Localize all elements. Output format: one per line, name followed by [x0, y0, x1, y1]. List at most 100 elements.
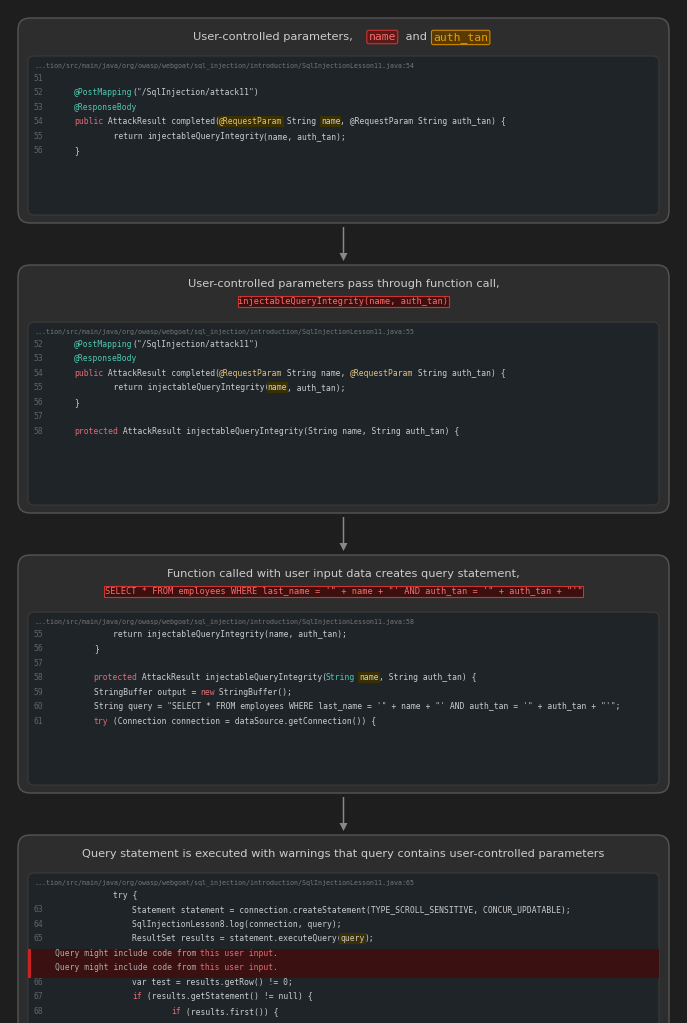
Text: query: query [340, 934, 365, 943]
Text: 52: 52 [33, 88, 43, 97]
Text: 61: 61 [33, 717, 43, 726]
Text: (results.first()) {: (results.first()) { [181, 1007, 278, 1016]
Text: 56: 56 [33, 644, 43, 654]
FancyBboxPatch shape [28, 873, 659, 1023]
Text: AttackResult injectableQueryIntegrity(String name, String auth_tan) {: AttackResult injectableQueryIntegrity(St… [118, 427, 459, 436]
Text: 58: 58 [33, 673, 43, 682]
FancyBboxPatch shape [28, 948, 31, 964]
Text: return: return [93, 132, 147, 141]
Text: this user input: this user input [200, 948, 273, 958]
Text: 53: 53 [33, 102, 43, 112]
Text: 51: 51 [33, 74, 43, 83]
Text: 58: 58 [33, 427, 43, 436]
Text: @RequestParam: @RequestParam [219, 118, 283, 126]
FancyArrow shape [339, 227, 348, 261]
Text: @PostMapping: @PostMapping [74, 88, 133, 97]
Text: 60: 60 [33, 703, 43, 711]
Text: if: if [133, 992, 142, 1002]
FancyArrow shape [339, 797, 348, 831]
Text: 55: 55 [33, 630, 43, 638]
Text: name: name [321, 118, 340, 126]
Text: AttackResult completed(: AttackResult completed( [103, 118, 221, 126]
Text: @RequestParam: @RequestParam [350, 369, 413, 377]
Text: ResultSet results = statement.executeQuery(: ResultSet results = statement.executeQue… [133, 934, 342, 943]
Text: 59: 59 [33, 687, 43, 697]
Text: 68: 68 [33, 1007, 43, 1016]
Text: injectableQueryIntegrity(name, auth_tan): injectableQueryIntegrity(name, auth_tan) [238, 297, 449, 306]
Text: 52: 52 [33, 340, 43, 349]
Text: name: name [268, 384, 287, 393]
Text: @ResponseBody: @ResponseBody [74, 102, 137, 112]
Text: SELECT * FROM employees WHERE last_name = '" + name + "' AND auth_tan = '" + aut: SELECT * FROM employees WHERE last_name … [104, 587, 583, 596]
Text: , String auth_tan) {: , String auth_tan) { [379, 673, 476, 682]
Text: 55: 55 [33, 132, 43, 141]
Text: StringBuffer output =: StringBuffer output = [93, 687, 201, 697]
Text: try {: try { [113, 891, 137, 899]
Text: @RequestParam: @RequestParam [219, 369, 283, 377]
Text: String: String [282, 118, 321, 126]
Text: ...tion/src/main/java/org/owasp/webgoat/sql_injection/introduction/SqlInjectionL: ...tion/src/main/java/org/owasp/webgoat/… [34, 618, 414, 625]
Text: 55: 55 [33, 384, 43, 393]
Text: var test = results.getRow() != 0;: var test = results.getRow() != 0; [133, 978, 293, 986]
Text: try: try [93, 717, 109, 726]
Text: User-controlled parameters pass through function call,: User-controlled parameters pass through … [188, 279, 499, 290]
Text: and: and [402, 32, 431, 42]
Text: User-controlled parameters,: User-controlled parameters, [193, 32, 357, 42]
FancyBboxPatch shape [18, 18, 669, 223]
Text: 57: 57 [33, 412, 43, 421]
Text: 63: 63 [33, 905, 43, 915]
Text: , @RequestParam String auth_tan) {: , @RequestParam String auth_tan) { [340, 118, 506, 126]
Text: (Connection connection = dataSource.getConnection()) {: (Connection connection = dataSource.getC… [108, 717, 376, 726]
Text: AttackResult completed(: AttackResult completed( [103, 369, 221, 377]
Text: .: . [273, 964, 278, 972]
Text: this user input: this user input [200, 964, 273, 972]
Text: }: } [74, 398, 79, 407]
Text: public: public [74, 369, 104, 377]
Text: 65: 65 [33, 934, 43, 943]
Text: Query might include code from: Query might include code from [55, 948, 201, 958]
Text: , auth_tan);: , auth_tan); [287, 384, 346, 393]
Text: ...tion/src/main/java/org/owasp/webgoat/sql_injection/introduction/SqlInjectionL: ...tion/src/main/java/org/owasp/webgoat/… [34, 879, 414, 886]
Text: @ResponseBody: @ResponseBody [74, 354, 137, 363]
Text: 53: 53 [33, 354, 43, 363]
FancyBboxPatch shape [28, 56, 659, 215]
Text: 64: 64 [33, 920, 43, 929]
Text: injectableQueryIntegrity: injectableQueryIntegrity [147, 132, 264, 141]
Text: 57: 57 [33, 659, 43, 668]
FancyBboxPatch shape [18, 265, 669, 513]
Text: return injectableQueryIntegrity(name, auth_tan);: return injectableQueryIntegrity(name, au… [113, 630, 347, 638]
Text: 56: 56 [33, 398, 43, 407]
FancyBboxPatch shape [18, 555, 669, 793]
FancyArrow shape [339, 517, 348, 551]
Text: public: public [74, 118, 104, 126]
Text: auth_tan: auth_tan [433, 32, 488, 43]
Text: Query might include code from: Query might include code from [55, 964, 201, 972]
FancyBboxPatch shape [28, 322, 659, 505]
Text: }: } [74, 146, 79, 155]
Text: Statement statement = connection.createStatement(TYPE_SCROLL_SENSITIVE, CONCUR_U: Statement statement = connection.createS… [133, 905, 571, 915]
Text: ...tion/src/main/java/org/owasp/webgoat/sql_injection/introduction/SqlInjectionL: ...tion/src/main/java/org/owasp/webgoat/… [34, 328, 414, 335]
FancyBboxPatch shape [28, 612, 659, 785]
Text: 54: 54 [33, 118, 43, 126]
FancyBboxPatch shape [28, 964, 659, 978]
Text: 54: 54 [33, 369, 43, 377]
Text: if: if [171, 1007, 181, 1016]
Text: 66: 66 [33, 978, 43, 986]
Text: String: String [326, 673, 355, 682]
Text: 67: 67 [33, 992, 43, 1002]
Text: ...tion/src/main/java/org/owasp/webgoat/sql_injection/introduction/SqlInjectionL: ...tion/src/main/java/org/owasp/webgoat/… [34, 62, 414, 69]
Text: (results.getStatement() != null) {: (results.getStatement() != null) { [142, 992, 313, 1002]
Text: SqlInjectionLesson8.log(connection, query);: SqlInjectionLesson8.log(connection, quer… [133, 920, 342, 929]
Text: protected: protected [74, 427, 118, 436]
Text: String name,: String name, [282, 369, 350, 377]
Text: }: } [93, 644, 98, 654]
Text: name: name [368, 32, 396, 42]
Text: protected: protected [93, 673, 137, 682]
Text: String auth_tan) {: String auth_tan) { [413, 369, 506, 377]
Text: );: ); [364, 934, 374, 943]
Text: name: name [359, 673, 379, 682]
Text: Function called with user input data creates query statement,: Function called with user input data cre… [167, 569, 520, 579]
Text: AttackResult injectableQueryIntegrity(: AttackResult injectableQueryIntegrity( [137, 673, 327, 682]
Text: 56: 56 [33, 146, 43, 155]
Text: new: new [200, 687, 214, 697]
